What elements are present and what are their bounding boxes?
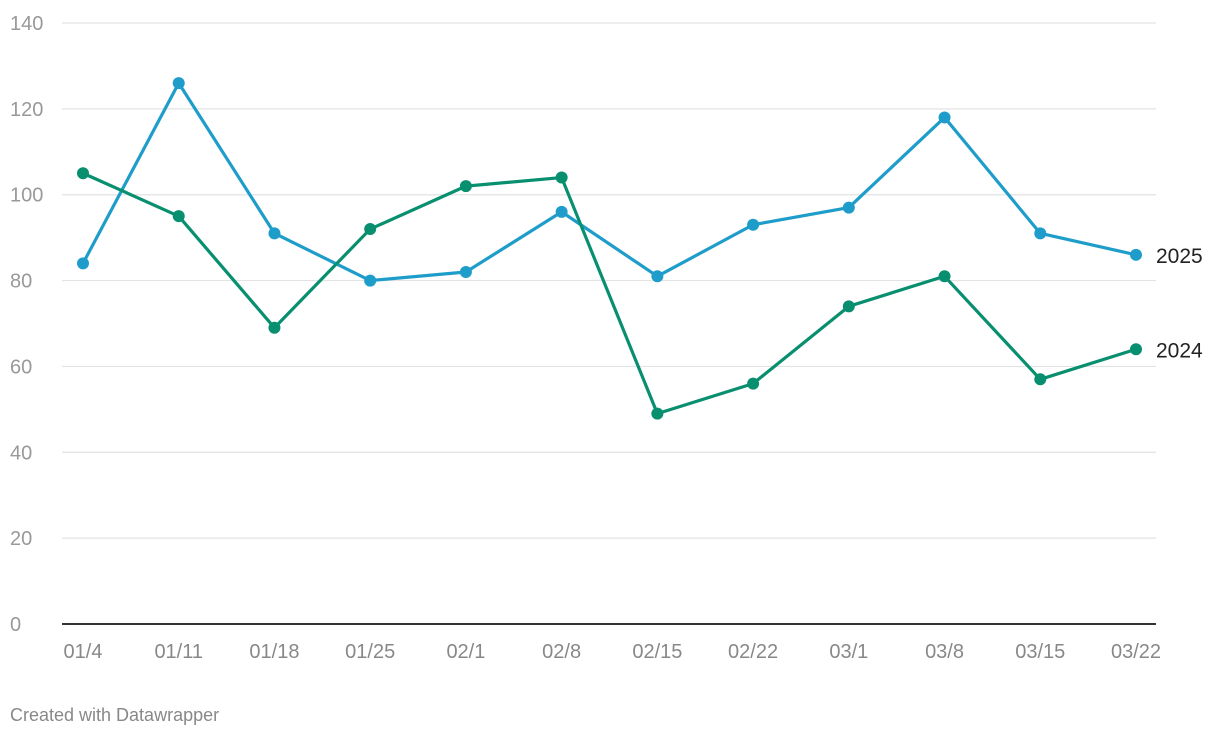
series-label-2024: 2024: [1156, 339, 1203, 362]
series-line-2025: [81, 81, 1138, 283]
y-tick-label: 140: [10, 13, 43, 35]
y-tick-label: 120: [10, 99, 43, 121]
data-point-2025: [364, 274, 377, 287]
x-tick-label: 03/15: [1015, 641, 1065, 663]
y-tick-label: 40: [10, 442, 32, 464]
data-point-2025: [1034, 227, 1047, 240]
data-point-2025: [459, 265, 472, 278]
x-axis: 01/4 01/11 01/18 01/25 02/1 02/8 02/15 02/22 03/…: [64, 641, 1162, 663]
data-point-2024: [747, 377, 760, 390]
data-point-2025: [842, 201, 855, 214]
data-point-2024: [842, 300, 855, 313]
y-tick-label: 100: [10, 185, 43, 207]
data-point-2025: [938, 111, 951, 124]
data-point-2025: [651, 270, 664, 283]
y-axis: 0 20 40 60 80 100 120 140: [10, 13, 43, 636]
data-point-2024: [77, 167, 89, 180]
x-tick-label: 03/22: [1111, 641, 1161, 663]
x-tick-label: 02/8: [542, 641, 581, 663]
data-point-2024: [651, 407, 664, 420]
x-tick-label: 01/4: [64, 641, 103, 663]
data-point-2025: [555, 205, 568, 218]
line-chart: 0 20 40 60 80 100 120 140 01/4 01/11 01/18 01/25 02…: [10, 13, 1203, 663]
data-point-2025: [1130, 248, 1142, 261]
data-point-2024: [555, 171, 568, 184]
data-point-2024: [459, 180, 472, 193]
x-tick-label: 03/8: [925, 641, 964, 663]
x-tick-label: 02/22: [728, 641, 778, 663]
y-tick-label: 80: [10, 271, 32, 293]
data-point-2024: [1034, 373, 1047, 386]
gridlines: [62, 22, 1156, 625]
x-tick-label: 01/18: [249, 641, 299, 663]
data-point-2024: [364, 223, 377, 236]
x-tick-label: 01/11: [154, 641, 203, 663]
x-tick-label: 02/1: [446, 641, 485, 663]
x-tick-label: 02/15: [632, 641, 682, 663]
data-point-2024: [268, 321, 281, 334]
data-point-2024: [1130, 343, 1142, 356]
data-point-2025: [172, 77, 185, 90]
data-point-2024: [172, 210, 185, 223]
series-group: 2025 2024: [77, 77, 1203, 420]
y-tick-label: 60: [10, 356, 32, 378]
footer-credit: Created with Datawrapper: [10, 705, 220, 725]
data-point-2025: [77, 257, 89, 270]
y-tick-label: 0: [10, 614, 21, 636]
y-tick-label: 20: [10, 528, 32, 550]
x-tick-label: 03/1: [829, 641, 868, 663]
series-2024: 2024: [77, 167, 1203, 420]
series-line-2024: [81, 171, 1138, 416]
series-label-2025: 2025: [1156, 245, 1203, 268]
data-point-2025: [268, 227, 281, 240]
data-point-2025: [747, 218, 760, 231]
data-point-2024: [938, 270, 951, 283]
x-tick-label: 01/25: [345, 641, 395, 663]
series-2025: 2025: [77, 77, 1203, 287]
